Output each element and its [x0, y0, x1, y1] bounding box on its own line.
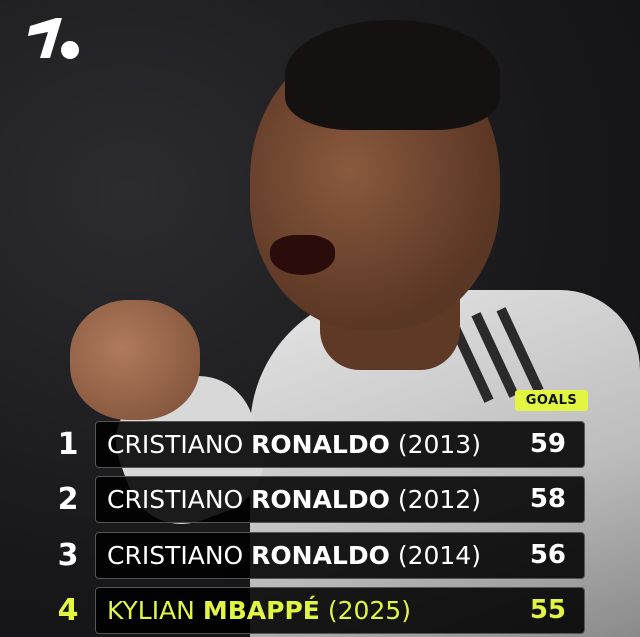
first-name: CRISTIANO — [107, 485, 244, 514]
first-name: CRISTIANO — [107, 541, 244, 570]
rank: 4 — [57, 593, 79, 628]
goals-value: 58 — [529, 484, 566, 514]
player-entry: CRISTIANO RONALDO (2012) 58 — [95, 476, 585, 523]
player-entry: KYLIAN MBAPPÉ (2025) 55 — [95, 587, 585, 634]
player-entry: CRISTIANO RONALDO (2014) 56 — [95, 532, 585, 579]
rank: 2 — [57, 482, 79, 517]
table-row: 4 KYLIAN MBAPPÉ (2025) 55 — [0, 587, 640, 634]
table-row: 1 CRISTIANO RONALDO (2013) 59 — [0, 421, 640, 468]
year: (2014) — [397, 541, 481, 570]
rank: 3 — [57, 538, 79, 573]
table-row: 3 CRISTIANO RONALDO (2014) 56 — [0, 532, 640, 579]
onefootball-logo-icon — [28, 18, 79, 59]
mouth — [270, 235, 335, 275]
year: (2013) — [397, 430, 481, 459]
hair — [285, 20, 500, 130]
last-name: RONALDO — [251, 541, 390, 570]
last-name: RONALDO — [251, 430, 390, 459]
first-name: KYLIAN — [107, 596, 195, 625]
last-name: MBAPPÉ — [202, 596, 320, 625]
fist — [70, 300, 200, 420]
table-row: 2 CRISTIANO RONALDO (2012) 58 — [0, 476, 640, 523]
goals-column-label: GOALS — [515, 390, 588, 411]
rank: 1 — [57, 427, 79, 462]
goals-value: 59 — [529, 429, 566, 459]
first-name: CRISTIANO — [107, 430, 244, 459]
player-entry: CRISTIANO RONALDO (2013) 59 — [95, 421, 585, 468]
goals-value: 55 — [529, 595, 566, 625]
last-name: RONALDO — [251, 485, 390, 514]
year: (2012) — [397, 485, 481, 514]
year: (2025) — [327, 596, 411, 625]
goals-value: 56 — [529, 540, 566, 570]
